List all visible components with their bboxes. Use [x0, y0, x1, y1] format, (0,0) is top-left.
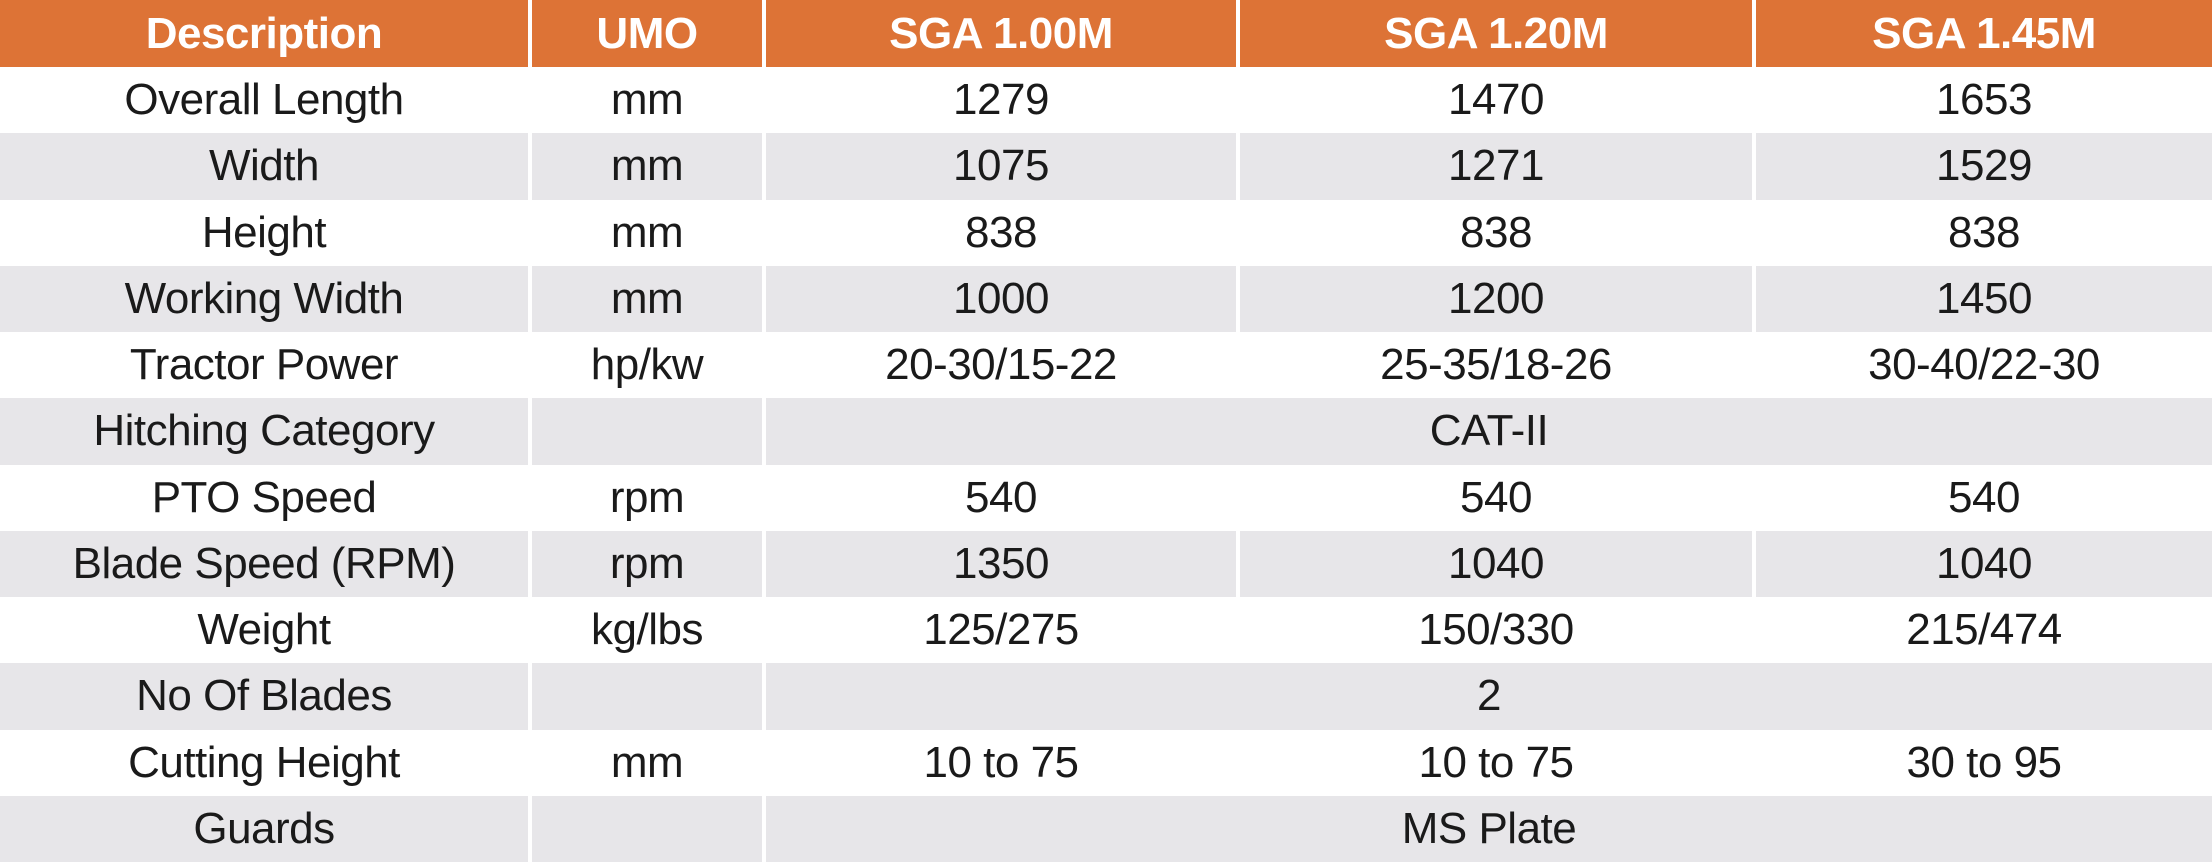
cell-umo: hp/kw [528, 332, 762, 399]
cell-umo: mm [528, 729, 762, 796]
cell-sga-1-20m: 1200 [1236, 265, 1752, 332]
cell-sga-1-00m: 838 [762, 199, 1236, 266]
table-row: Tractor Power hp/kw 20-30/15-22 25-35/18-26… [0, 332, 2212, 399]
cell-merged-value: 2 [762, 663, 2212, 730]
cell-merged-value: MS Plate [762, 795, 2212, 862]
cell-sga-1-20m: 25-35/18-26 [1236, 332, 1752, 399]
col-header-sga-1-00m: SGA 1.00M [762, 0, 1236, 67]
cell-sga-1-45m: 215/474 [1752, 597, 2212, 664]
table-row: Hitching Category CAT-II [0, 398, 2212, 465]
cell-sga-1-20m: 838 [1236, 199, 1752, 266]
spec-table-body: Overall Length mm 1279 1470 1653 Width mm 1075 1… [0, 67, 2212, 862]
cell-sga-1-00m: 20-30/15-22 [762, 332, 1236, 399]
cell-sga-1-45m: 1040 [1752, 530, 2212, 597]
cell-description: Hitching Category [0, 398, 528, 465]
cell-sga-1-00m: 125/275 [762, 597, 1236, 664]
cell-description: No Of Blades [0, 663, 528, 730]
cell-description: PTO Speed [0, 464, 528, 531]
cell-sga-1-45m: 1529 [1752, 133, 2212, 200]
cell-sga-1-20m: 10 to 75 [1236, 729, 1752, 796]
cell-sga-1-45m: 30 to 95 [1752, 729, 2212, 796]
table-row: Working Width mm 1000 1200 1450 [0, 265, 2212, 332]
cell-sga-1-45m: 540 [1752, 464, 2212, 531]
table-row: Guards MS Plate [0, 795, 2212, 862]
cell-description: Height [0, 199, 528, 266]
cell-sga-1-00m: 1075 [762, 133, 1236, 200]
table-row: Weight kg/lbs 125/275 150/330 215/474 [0, 597, 2212, 664]
cell-umo: mm [528, 67, 762, 134]
cell-sga-1-00m: 1279 [762, 67, 1236, 134]
cell-sga-1-00m: 1350 [762, 530, 1236, 597]
table-row: Width mm 1075 1271 1529 [0, 133, 2212, 200]
table-row: PTO Speed rpm 540 540 540 [0, 464, 2212, 531]
cell-umo: mm [528, 133, 762, 200]
cell-umo: kg/lbs [528, 597, 762, 664]
cell-description: Weight [0, 597, 528, 664]
cell-description: Guards [0, 795, 528, 862]
cell-description: Cutting Height [0, 729, 528, 796]
cell-merged-value: CAT-II [762, 398, 2212, 465]
cell-sga-1-45m: 30-40/22-30 [1752, 332, 2212, 399]
cell-sga-1-45m: 1653 [1752, 67, 2212, 134]
cell-umo [528, 398, 762, 465]
col-header-description: Description [0, 0, 528, 67]
table-row: Blade Speed (RPM) rpm 1350 1040 1040 [0, 530, 2212, 597]
cell-sga-1-00m: 10 to 75 [762, 729, 1236, 796]
cell-sga-1-20m: 1271 [1236, 133, 1752, 200]
cell-umo: mm [528, 265, 762, 332]
col-header-sga-1-45m: SGA 1.45M [1752, 0, 2212, 67]
cell-sga-1-45m: 838 [1752, 199, 2212, 266]
cell-umo: rpm [528, 464, 762, 531]
cell-description: Overall Length [0, 67, 528, 134]
cell-sga-1-20m: 1470 [1236, 67, 1752, 134]
cell-umo [528, 795, 762, 862]
cell-description: Width [0, 133, 528, 200]
header-row: Description UMO SGA 1.00M SGA 1.20M SGA … [0, 0, 2212, 67]
cell-sga-1-00m: 540 [762, 464, 1236, 531]
cell-sga-1-20m: 540 [1236, 464, 1752, 531]
cell-sga-1-45m: 1450 [1752, 265, 2212, 332]
cell-umo [528, 663, 762, 730]
cell-umo: rpm [528, 530, 762, 597]
cell-description: Blade Speed (RPM) [0, 530, 528, 597]
cell-umo: mm [528, 199, 762, 266]
cell-sga-1-20m: 150/330 [1236, 597, 1752, 664]
cell-description: Working Width [0, 265, 528, 332]
table-row: Overall Length mm 1279 1470 1653 [0, 67, 2212, 134]
table-row: Height mm 838 838 838 [0, 199, 2212, 266]
table-row: Cutting Height mm 10 to 75 10 to 75 30 to 95 [0, 729, 2212, 796]
cell-sga-1-20m: 1040 [1236, 530, 1752, 597]
col-header-sga-1-20m: SGA 1.20M [1236, 0, 1752, 67]
table-row: No Of Blades 2 [0, 663, 2212, 730]
cell-sga-1-00m: 1000 [762, 265, 1236, 332]
cell-description: Tractor Power [0, 332, 528, 399]
col-header-umo: UMO [528, 0, 762, 67]
